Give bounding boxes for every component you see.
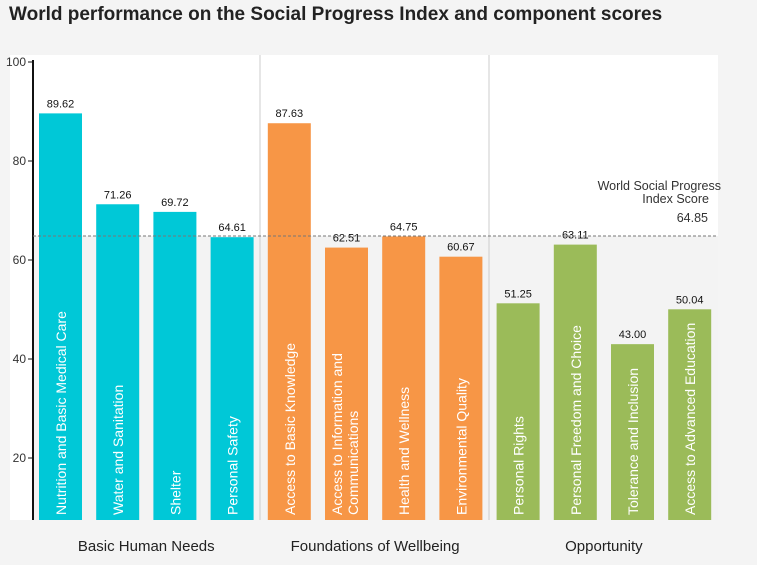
category-label: Communications (345, 411, 361, 515)
group-label: Foundations of Wellbeing (291, 538, 460, 555)
bar (153, 211, 197, 521)
bar (553, 244, 597, 520)
data-label: 89.62 (47, 98, 75, 110)
data-label: 51.25 (504, 288, 532, 300)
reference-label: Index Score (642, 192, 709, 206)
data-label: 62.51 (333, 233, 361, 245)
category-label: Personal Rights (511, 416, 527, 515)
bar (496, 303, 540, 520)
category-label: Personal Freedom and Choice (568, 325, 584, 515)
data-label: 60.67 (447, 242, 475, 254)
reference-label: World Social Progress (598, 179, 721, 193)
category-label: Nutrition and Basic Medical Care (53, 311, 69, 515)
data-label: 69.72 (161, 197, 189, 209)
data-label: 87.63 (276, 108, 304, 120)
bar (668, 309, 712, 520)
category-label: Environmental Quality (453, 378, 469, 515)
bar (39, 113, 82, 521)
data-label: 64.75 (390, 221, 418, 233)
y-tick-label: 100 (6, 55, 26, 69)
category-label: Tolerance and Inclusion (625, 368, 641, 515)
bar (210, 237, 254, 521)
data-label: 50.04 (676, 294, 704, 306)
y-tick-label: 80 (13, 154, 27, 168)
category-label: Health and Wellness (396, 387, 412, 515)
category-label: Water and Sanitation (110, 385, 126, 515)
y-tick-label: 40 (13, 352, 27, 366)
data-label: 43.00 (619, 329, 647, 341)
category-label: Access to Advanced Education (682, 323, 698, 515)
data-label: 64.61 (218, 222, 246, 234)
bar (439, 256, 483, 520)
reference-value: 64.85 (677, 211, 708, 225)
category-label: Shelter (167, 470, 183, 515)
category-label: Personal Safety (225, 416, 241, 515)
y-tick-label: 60 (13, 253, 27, 267)
category-label: Access to Information and (329, 353, 345, 515)
below-reference-band (33, 235, 718, 520)
bar (611, 344, 654, 520)
group-label: Basic Human Needs (78, 538, 215, 555)
bar (96, 204, 140, 520)
y-tick-label: 20 (13, 451, 27, 465)
bar (267, 123, 311, 520)
bar (325, 247, 368, 520)
bar (382, 236, 426, 521)
data-label: 71.26 (104, 189, 132, 201)
footer-band (0, 520, 757, 565)
category-label: Access to Basic Knowledge (282, 343, 298, 515)
group-label: Opportunity (565, 538, 643, 555)
chart-title: World performance on the Social Progress… (9, 4, 663, 25)
